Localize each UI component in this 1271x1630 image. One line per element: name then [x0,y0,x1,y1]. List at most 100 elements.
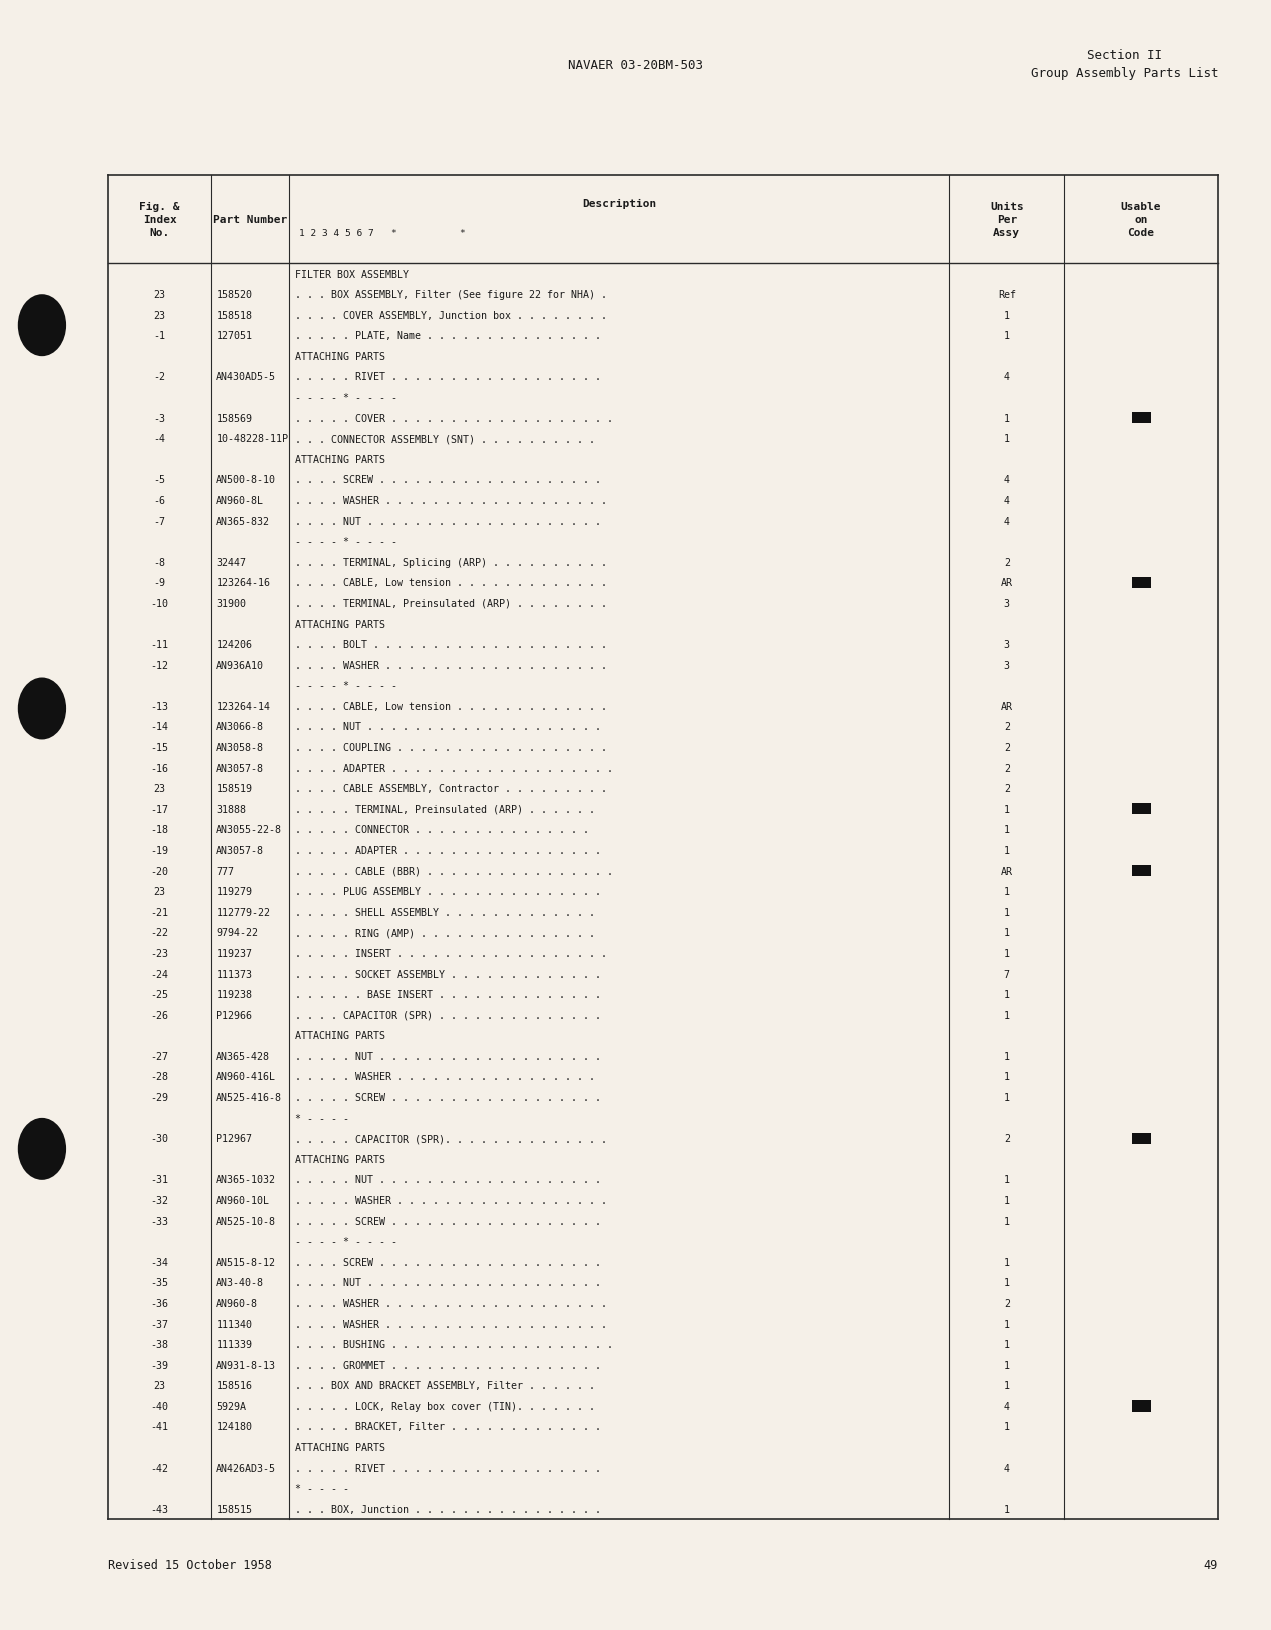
Text: 2: 2 [1004,784,1009,794]
Text: . . . . TERMINAL, Splicing (ARP) . . . . . . . . . .: . . . . TERMINAL, Splicing (ARP) . . . .… [295,557,608,567]
Text: 1: 1 [1004,1257,1009,1267]
Text: . . . . . RING (AMP) . . . . . . . . . . . . . . .: . . . . . RING (AMP) . . . . . . . . . .… [295,927,595,937]
Text: FILTER BOX ASSEMBLY: FILTER BOX ASSEMBLY [295,269,409,279]
Text: 2: 2 [1004,722,1009,732]
Text: 123264-16: 123264-16 [216,579,271,588]
Text: . . . . . NUT . . . . . . . . . . . . . . . . . . .: . . . . . NUT . . . . . . . . . . . . . … [295,1051,601,1061]
Text: . . . . SCREW . . . . . . . . . . . . . . . . . . .: . . . . SCREW . . . . . . . . . . . . . … [295,1257,601,1267]
Text: -33: -33 [151,1216,169,1226]
Text: 112779-22: 112779-22 [216,908,271,918]
Text: Group Assembly Parts List: Group Assembly Parts List [1031,67,1219,80]
Text: -36: -36 [151,1297,169,1309]
Text: 3: 3 [1004,598,1009,608]
Text: AN3058-8: AN3058-8 [216,743,264,753]
Text: . . . . . COVER . . . . . . . . . . . . . . . . . . .: . . . . . COVER . . . . . . . . . . . . … [295,414,613,424]
Text: AN525-10-8: AN525-10-8 [216,1216,276,1226]
Text: -2: -2 [154,372,165,381]
Text: . . . . . SOCKET ASSEMBLY . . . . . . . . . . . . .: . . . . . SOCKET ASSEMBLY . . . . . . . … [295,968,601,980]
Text: -26: -26 [151,1011,169,1020]
Text: 1: 1 [1004,1340,1009,1350]
Text: AN960-8L: AN960-8L [216,496,264,505]
Text: AN365-832: AN365-832 [216,517,271,526]
Text: 119237: 119237 [216,949,253,958]
Text: AR: AR [1000,866,1013,875]
Bar [1131,1400,1150,1412]
Text: -29: -29 [151,1092,169,1102]
Text: 7: 7 [1004,968,1009,980]
Text: AN960-416L: AN960-416L [216,1073,276,1082]
Text: Description: Description [582,199,656,209]
Text: 158516: 158516 [216,1381,253,1390]
Bar [1131,804,1150,815]
Text: 4: 4 [1004,1402,1009,1412]
Text: -1: -1 [154,331,165,341]
Text: 1: 1 [1004,1359,1009,1369]
Text: . . . . ADAPTER . . . . . . . . . . . . . . . . . . .: . . . . ADAPTER . . . . . . . . . . . . … [295,763,613,773]
Text: 1: 1 [1004,846,1009,856]
Text: AN960-10L: AN960-10L [216,1195,271,1205]
Text: 4: 4 [1004,517,1009,526]
Text: -8: -8 [154,557,165,567]
Text: 1: 1 [1004,1175,1009,1185]
Text: - - - - * - - - -: - - - - * - - - - [295,393,398,403]
Text: . . . . . CAPACITOR (SPR). . . . . . . . . . . . . .: . . . . . CAPACITOR (SPR). . . . . . . .… [295,1133,608,1144]
Text: AR: AR [1000,701,1013,711]
Text: -41: -41 [151,1421,169,1431]
Text: Section II: Section II [1087,49,1163,62]
Text: 23: 23 [154,290,165,300]
Text: P12967: P12967 [216,1133,253,1144]
Text: 111340: 111340 [216,1319,253,1328]
Text: AN525-416-8: AN525-416-8 [216,1092,282,1102]
Text: 10-48228-11P: 10-48228-11P [216,434,289,443]
Text: . . . . COVER ASSEMBLY, Junction box . . . . . . . .: . . . . COVER ASSEMBLY, Junction box . .… [295,310,608,321]
Text: 4: 4 [1004,496,1009,505]
Text: 1 2 3 4 5 6 7   *           *: 1 2 3 4 5 6 7 * * [299,228,465,238]
Text: -18: -18 [151,825,169,835]
Text: 1: 1 [1004,1319,1009,1328]
Text: -34: -34 [151,1257,169,1267]
Text: 1: 1 [1004,331,1009,341]
Text: 1: 1 [1004,1381,1009,1390]
Text: -10: -10 [151,598,169,608]
Text: Ref: Ref [998,290,1016,300]
Text: 1: 1 [1004,414,1009,424]
Text: . . . . . WASHER . . . . . . . . . . . . . . . . . .: . . . . . WASHER . . . . . . . . . . . .… [295,1195,608,1205]
Text: 32447: 32447 [216,557,247,567]
Text: -35: -35 [151,1278,169,1288]
Text: * - - - -: * - - - - [295,1483,350,1493]
Text: AN3066-8: AN3066-8 [216,722,264,732]
Text: 23: 23 [154,1381,165,1390]
Text: 2: 2 [1004,1133,1009,1144]
Text: -4: -4 [154,434,165,443]
Text: -9: -9 [154,579,165,588]
Text: AN365-1032: AN365-1032 [216,1175,276,1185]
Text: -14: -14 [151,722,169,732]
Text: 2: 2 [1004,1297,1009,1309]
Text: 23: 23 [154,784,165,794]
Text: . . . . PLUG ASSEMBLY . . . . . . . . . . . . . . .: . . . . PLUG ASSEMBLY . . . . . . . . . … [295,887,601,896]
Bar [1131,577,1150,588]
Text: 1: 1 [1004,804,1009,815]
Text: . . . . NUT . . . . . . . . . . . . . . . . . . . .: . . . . NUT . . . . . . . . . . . . . . … [295,1278,601,1288]
Text: . . . . . INSERT . . . . . . . . . . . . . . . . . .: . . . . . INSERT . . . . . . . . . . . .… [295,949,608,958]
Text: . . . . TERMINAL, Preinsulated (ARP) . . . . . . . .: . . . . TERMINAL, Preinsulated (ARP) . .… [295,598,608,608]
Text: AN936A10: AN936A10 [216,660,264,670]
Text: Revised 15 October 1958: Revised 15 October 1958 [108,1558,272,1571]
Text: Per: Per [996,215,1017,225]
Text: . . . . SCREW . . . . . . . . . . . . . . . . . . .: . . . . SCREW . . . . . . . . . . . . . … [295,474,601,486]
Text: -42: -42 [151,1462,169,1474]
Text: -43: -43 [151,1504,169,1514]
Text: . . . . . ADAPTER . . . . . . . . . . . . . . . . .: . . . . . ADAPTER . . . . . . . . . . . … [295,846,601,856]
Text: No.: No. [150,228,170,238]
Text: 1: 1 [1004,1073,1009,1082]
Bar [1131,866,1150,877]
Text: . . . . WASHER . . . . . . . . . . . . . . . . . . .: . . . . WASHER . . . . . . . . . . . . .… [295,1319,608,1328]
Text: -40: -40 [151,1402,169,1412]
Text: -16: -16 [151,763,169,773]
Text: . . . . . CABLE (BBR) . . . . . . . . . . . . . . . .: . . . . . CABLE (BBR) . . . . . . . . . … [295,866,613,875]
Text: * - - - -: * - - - - [295,1113,350,1123]
Text: . . . . WASHER . . . . . . . . . . . . . . . . . . .: . . . . WASHER . . . . . . . . . . . . .… [295,660,608,670]
Text: . . . . NUT . . . . . . . . . . . . . . . . . . . .: . . . . NUT . . . . . . . . . . . . . . … [295,517,601,526]
Circle shape [18,678,66,740]
Text: Assy: Assy [994,228,1021,238]
